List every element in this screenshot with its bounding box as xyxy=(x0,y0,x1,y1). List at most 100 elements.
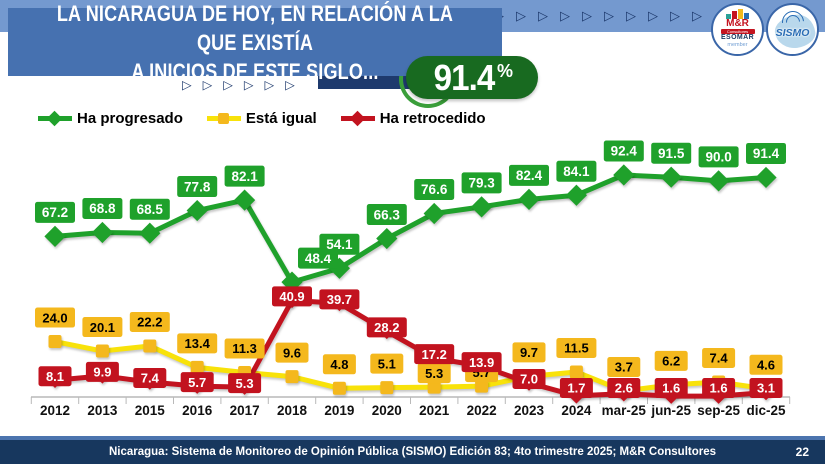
data-label: 5.7 xyxy=(188,375,206,390)
data-label: 4.8 xyxy=(330,357,348,372)
data-label: 6.2 xyxy=(662,354,680,369)
x-tick-label: 2017 xyxy=(230,403,260,418)
data-point-marker xyxy=(139,222,161,244)
data-label-box xyxy=(414,178,455,200)
data-label-box xyxy=(556,160,597,182)
data-label-box xyxy=(654,378,688,398)
data-label-box xyxy=(559,378,593,398)
mr-logo-name: M&R xyxy=(726,18,749,29)
x-tick-label: 2022 xyxy=(467,403,497,418)
data-label-box xyxy=(370,353,404,374)
data-point-marker xyxy=(285,370,299,384)
data-label: 5.1 xyxy=(378,356,396,371)
triangle-arrow-icon: ▷ xyxy=(243,77,265,92)
data-label-box xyxy=(512,342,546,363)
data-point-marker xyxy=(613,164,635,186)
data-label-box xyxy=(319,289,360,310)
legend-marker-red-icon xyxy=(340,110,375,127)
data-label-box xyxy=(509,164,549,186)
data-label-box xyxy=(607,378,641,398)
x-tick-label: 2018 xyxy=(277,403,308,418)
data-label-box xyxy=(82,317,123,338)
x-tick-label: 2013 xyxy=(87,403,118,418)
series-labels-2: 8.1 9.9 7.4 5.7 5.3 40.9 39.7 28.2 17.2 13.9 7.0 1.… xyxy=(38,286,783,398)
x-tick-label: 2015 xyxy=(135,403,166,418)
data-label-box xyxy=(461,172,502,194)
series-labels-1: 24.020.1 22.213.4 11.3 9.64.8 5.15.3 5.79.7 11… xyxy=(35,307,783,384)
triangle-arrow-icon: ▷ xyxy=(538,9,560,24)
data-label: 1.7 xyxy=(567,381,585,396)
data-label: 66.3 xyxy=(374,207,401,222)
legend-marker-green-icon xyxy=(38,110,72,127)
data-label-box xyxy=(133,367,167,388)
data-label: 3.7 xyxy=(615,360,633,375)
headline-value: 91.4 xyxy=(433,56,496,98)
mr-logo-esomar: ESOMAR xyxy=(720,34,755,41)
triangle-arrow-icon: ▷ xyxy=(648,9,670,24)
data-point-marker xyxy=(569,365,583,379)
data-point-marker xyxy=(48,335,62,349)
legend-item-progresado: Ha progresado xyxy=(38,110,183,127)
x-tick-label: 2020 xyxy=(372,403,402,418)
headline-value-badge: 91.4 % xyxy=(406,56,538,99)
data-label: 9.6 xyxy=(283,345,301,360)
data-point-marker xyxy=(755,166,777,189)
triangle-arrow-icon: ▷ xyxy=(202,77,224,92)
data-label-box xyxy=(322,354,356,375)
data-label: 79.3 xyxy=(468,176,495,191)
data-label: 84.1 xyxy=(563,164,590,179)
data-label-box xyxy=(749,354,783,375)
data-label-box xyxy=(85,361,119,382)
data-label-box xyxy=(654,350,688,371)
data-label: 8.1 xyxy=(46,369,64,384)
legend-label: Ha retrocedido xyxy=(379,110,486,127)
triangle-arrow-icon: ▷ xyxy=(604,9,626,24)
triangle-arrow-icon: ▷ xyxy=(223,77,244,92)
legend-item-igual: Está igual xyxy=(206,110,317,127)
data-point-marker xyxy=(660,166,682,188)
footer-source-bar: Nicaragua: Sistema de Monitoreo de Opini… xyxy=(0,440,825,464)
data-label-box xyxy=(366,204,407,226)
data-label: 82.1 xyxy=(231,169,258,184)
triangle-arrow-icon: ▷ xyxy=(264,77,286,92)
data-label: 54.1 xyxy=(326,237,353,252)
data-label: 22.2 xyxy=(137,315,162,330)
series-line-1 xyxy=(52,339,769,394)
x-axis: 2012 2013 2015 2016 2017 2018 2019 2020 2021 2022… xyxy=(30,396,791,418)
series-line-0 xyxy=(52,172,769,285)
series-line-2 xyxy=(52,297,769,399)
data-point-marker xyxy=(380,381,394,395)
data-label-box xyxy=(177,176,218,198)
page-number: 22 xyxy=(795,445,809,459)
data-label: 9.7 xyxy=(520,345,538,360)
data-label: 39.7 xyxy=(327,292,352,307)
mr-logo-chart-icon xyxy=(713,9,762,19)
sismo-logo: SISMO xyxy=(766,3,819,56)
data-label-box xyxy=(319,233,360,255)
legend-marker-yellow-icon xyxy=(206,111,241,127)
data-label-box xyxy=(129,198,170,220)
chart-legend: Ha progresado Está igual Ha retrocedido xyxy=(38,110,486,127)
data-point-marker xyxy=(332,381,346,395)
triangle-arrow-icon: ▷ xyxy=(516,9,538,24)
data-label-box xyxy=(38,366,72,387)
data-label-box xyxy=(224,165,265,187)
data-label-box xyxy=(366,317,407,338)
data-label: 5.3 xyxy=(425,366,443,381)
series-labels-0: 67.2 68.8 68.577.882.148.454.166.376.6 79.3… xyxy=(35,140,786,269)
data-label: 67.2 xyxy=(42,205,68,220)
data-label-box xyxy=(414,344,455,365)
data-label-box xyxy=(512,368,546,389)
data-point-marker xyxy=(475,379,489,393)
footer-stripe xyxy=(0,436,825,440)
data-label: 7.4 xyxy=(141,371,160,386)
data-label: 13.9 xyxy=(469,355,494,370)
data-label-box xyxy=(224,338,265,359)
data-label: 24.0 xyxy=(42,310,67,325)
x-tick-label: 2024 xyxy=(561,403,592,418)
x-tick-label: jun-25 xyxy=(650,403,691,418)
data-label: 40.9 xyxy=(279,289,304,304)
triangle-arrow-icon: ▷ xyxy=(560,9,582,24)
data-label: 3.1 xyxy=(757,381,775,396)
mr-consultores-logo: M&R Consultores ESOMAR member xyxy=(711,3,764,56)
